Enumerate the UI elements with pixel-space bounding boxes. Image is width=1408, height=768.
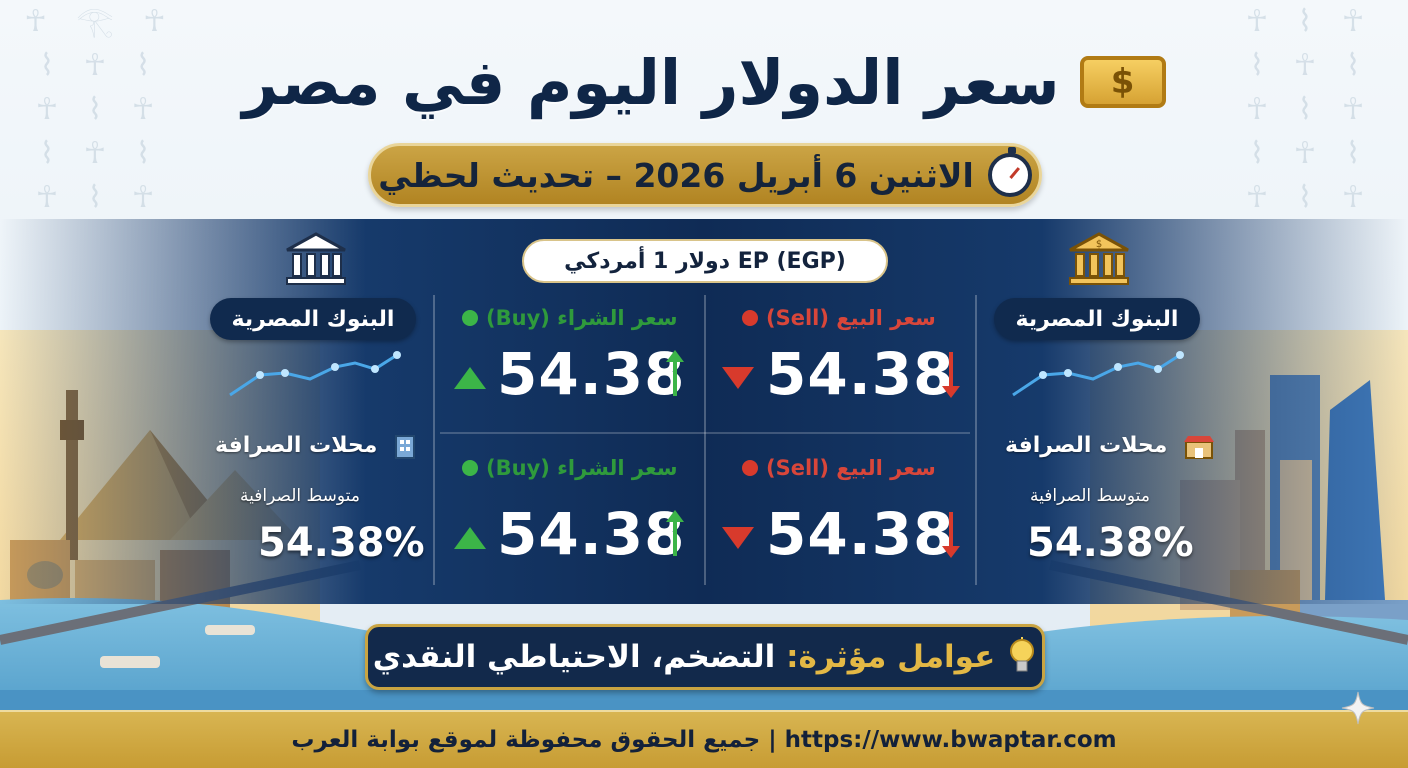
right-exchange-label: محلات الصرافة bbox=[1005, 433, 1168, 458]
right-average-label: متوسط الصرافية bbox=[1030, 486, 1150, 506]
green-dot-icon bbox=[462, 460, 478, 476]
red-dot-icon bbox=[742, 460, 758, 476]
left-exchange-label: محلات الصرافة bbox=[215, 433, 378, 458]
bank-icon bbox=[286, 232, 346, 285]
left-average-label: متوسط الصرافية bbox=[240, 486, 360, 506]
up-triangle-icon bbox=[454, 367, 486, 389]
divider bbox=[440, 432, 970, 434]
buy-label-row1: سعر الشراء (Buy) bbox=[462, 305, 678, 331]
right-average-value: 54.38% bbox=[1027, 520, 1194, 566]
buy-label-row2: سعر الشراء (Buy) bbox=[462, 455, 678, 481]
decorative-glyphs-left: ☥ 𓂀 ☥ ⌇ ☥ ⌇ ☥ ⌇ ☥ ⌇ ☥ ⌇ ☥ ⌇ ☥ bbox=[24, 4, 176, 215]
arrow-up-icon bbox=[666, 510, 684, 556]
down-triangle-icon bbox=[722, 367, 754, 389]
right-banks-label: البنوك المصرية bbox=[994, 298, 1200, 340]
arrow-down-icon bbox=[942, 352, 960, 398]
cash-icon bbox=[1079, 56, 1166, 108]
factors-text: عوامل مؤثرة: التضخم، الاحتياطي النقدي bbox=[373, 639, 996, 675]
shop-icon bbox=[1184, 436, 1214, 459]
right-trend-sparkline bbox=[1012, 351, 1184, 397]
arrow-up-icon bbox=[666, 350, 684, 396]
footer-bar: جميع الحقوق محفوظة لموقع بوابة العرب | h… bbox=[0, 710, 1408, 768]
buy-value-row2: 54.38 bbox=[497, 500, 686, 568]
red-dot-icon bbox=[742, 310, 758, 326]
bank-icon: $ bbox=[1069, 232, 1129, 285]
svg-text:$: $ bbox=[1096, 239, 1102, 250]
stopwatch-icon bbox=[987, 147, 1032, 197]
left-banks-label: البنوك المصرية bbox=[210, 298, 416, 340]
lightbulb-icon bbox=[1010, 637, 1035, 672]
sell-label-text: سعر البيع (Sell) bbox=[766, 306, 936, 330]
decorative-glyphs-right: ☥ ⌇ ☥ ⌇ ☥ ⌇ ☥ ⌇ ☥ ⌇ ☥ ⌇ ☥ ⌇ ☥ bbox=[1245, 4, 1375, 215]
title-row: سعر الدولار اليوم في مصر bbox=[0, 42, 1408, 122]
page-title: سعر الدولار اليوم في مصر bbox=[242, 45, 1060, 119]
building-icon bbox=[395, 435, 415, 459]
buy-label-text: سعر الشراء (Buy) bbox=[486, 456, 678, 480]
divider bbox=[433, 295, 435, 585]
date-banner: الاثنين 6 أبريل 2026 – تحديث لحظي bbox=[368, 143, 1042, 207]
sell-label-text: سعر البيع (Sell) bbox=[766, 456, 936, 480]
date-text: الاثنين 6 أبريل 2026 – تحديث لحظي bbox=[378, 155, 974, 195]
divider bbox=[975, 295, 977, 585]
green-dot-icon bbox=[462, 310, 478, 326]
currency-unit-pill: EP (EGP) دولار 1 أمردكي bbox=[522, 239, 888, 283]
left-trend-sparkline bbox=[229, 351, 401, 397]
currency-unit-text: EP (EGP) دولار 1 أمردكي bbox=[564, 248, 846, 274]
down-triangle-icon bbox=[722, 527, 754, 549]
left-average-value: 54.38% bbox=[258, 520, 425, 566]
factors-banner: عوامل مؤثرة: التضخم، الاحتياطي النقدي bbox=[365, 624, 1045, 690]
factors-body: التضخم، الاحتياطي النقدي bbox=[372, 639, 776, 675]
buy-value-row1: 54.38 bbox=[497, 340, 686, 408]
buy-label-text: سعر الشراء (Buy) bbox=[486, 306, 678, 330]
sell-label-row2: سعر البيع (Sell) bbox=[742, 455, 936, 481]
sparkle-icon bbox=[1341, 691, 1375, 725]
up-triangle-icon bbox=[454, 527, 486, 549]
sell-value-row2: 54.38 bbox=[766, 500, 955, 568]
sell-label-row1: سعر البيع (Sell) bbox=[742, 305, 936, 331]
divider bbox=[704, 295, 706, 585]
arrow-down-icon bbox=[942, 512, 960, 558]
footer-copyright: جميع الحقوق محفوظة لموقع بوابة العرب | h… bbox=[291, 727, 1117, 753]
sell-value-row1: 54.38 bbox=[766, 340, 955, 408]
rates-panel bbox=[0, 219, 1408, 604]
factors-prefix: عوامل مؤثرة: bbox=[786, 639, 996, 675]
